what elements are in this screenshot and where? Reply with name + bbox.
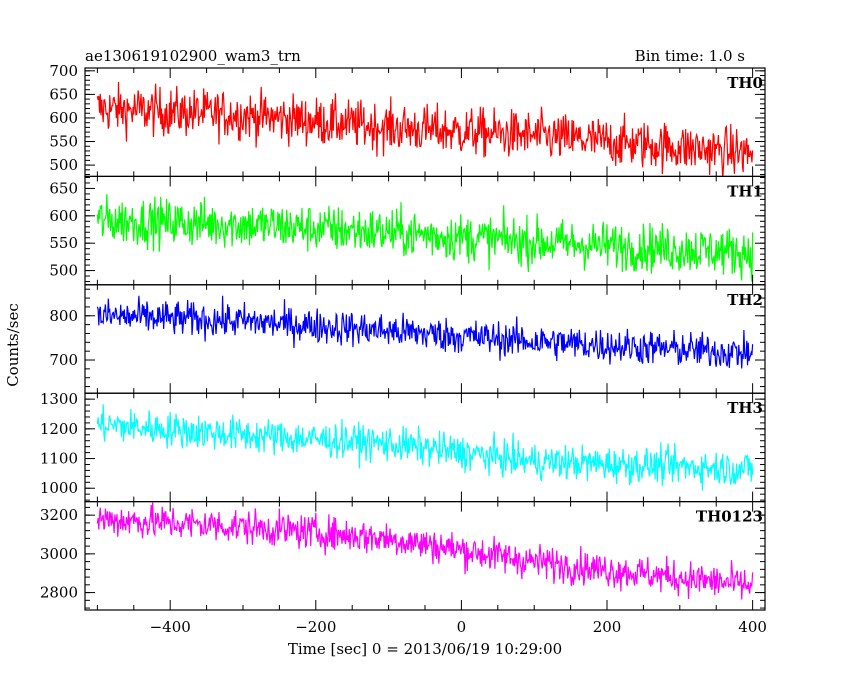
panel-th3: 1000 1100 1200 1300 TH3	[40, 390, 766, 503]
y-tick-label: 800	[49, 307, 78, 325]
panel-label-th1: TH1	[727, 182, 763, 200]
panels: 500 550 600 650 700 TH0 500 550 600 650 TH1 700 800 T…	[40, 62, 766, 611]
panel-label-th0123: TH0123	[696, 508, 763, 526]
series-th0123	[96, 501, 754, 600]
panel-th1: 500 550 600 650 TH1	[49, 175, 766, 286]
y-tick-label: 650	[49, 85, 78, 103]
series-th2	[96, 295, 754, 369]
y-tick-label: 1200	[40, 420, 78, 438]
x-tick-label: 0	[457, 618, 467, 636]
y-tick-label: 3200	[40, 506, 78, 524]
x-tick-label: 400	[738, 618, 767, 636]
y-tick-label: 550	[49, 234, 78, 252]
y-tick-label: 600	[49, 207, 78, 225]
y-tick-label: 3000	[40, 545, 78, 563]
y-tick-label: 1300	[40, 390, 78, 408]
y-tick-label: 500	[49, 156, 78, 174]
y-tick-label: 600	[49, 109, 78, 127]
panel-label-th0: TH0	[727, 74, 763, 92]
series-th0	[96, 81, 754, 177]
y-tick-label: 700	[49, 62, 78, 80]
x-axis: −400 −200 0 200 400	[150, 618, 767, 636]
x-tick-label: −400	[150, 618, 191, 636]
x-tick-label: −200	[295, 618, 336, 636]
y-tick-label: 500	[49, 262, 78, 280]
x-axis-label: Time [sec] 0 = 2013/06/19 10:29:00	[288, 640, 562, 658]
bin-time-label: Bin time: 1.0 s	[635, 47, 745, 65]
y-tick-label: 550	[49, 133, 78, 151]
panel-th2: 700 800 TH2	[49, 284, 766, 394]
panel-th0: 500 550 600 650 700 TH0	[49, 62, 766, 178]
y-tick-label: 2800	[40, 584, 78, 602]
y-tick-label: 650	[49, 179, 78, 197]
panel-label-th2: TH2	[727, 291, 763, 309]
x-tick-label: 200	[593, 618, 622, 636]
y-tick-label: 1000	[40, 479, 78, 497]
panel-label-th3: TH3	[727, 399, 763, 417]
panel-th0123: 2800 3000 3200 TH0123	[40, 501, 766, 611]
y-tick-label: 1100	[40, 450, 78, 468]
series-th3	[96, 404, 754, 491]
y-axis-label: Counts/sec	[4, 303, 22, 387]
series-th1	[96, 194, 754, 282]
y-tick-label: 700	[49, 351, 78, 369]
chart-title: ae130619102900_wam3_trn	[85, 47, 301, 65]
